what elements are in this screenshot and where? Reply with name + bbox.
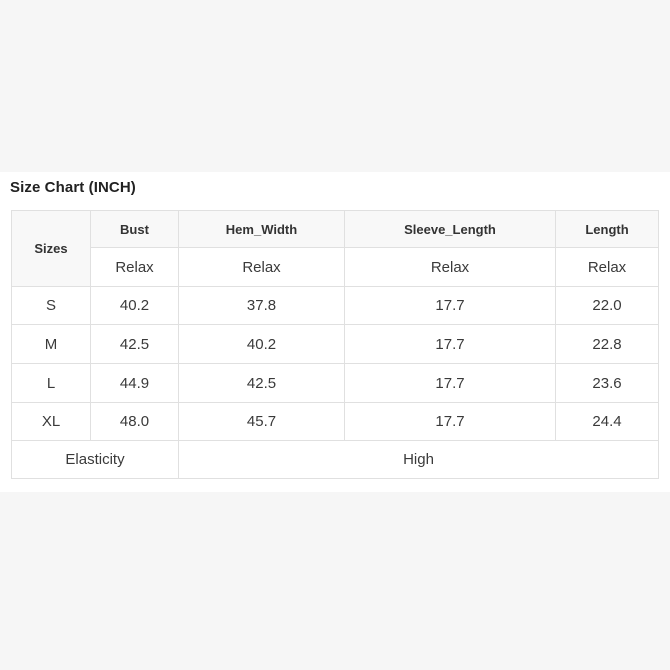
- hem-width-value: 37.8: [178, 286, 345, 325]
- fit-length: Relax: [555, 247, 659, 287]
- col-header-sizes: Sizes: [11, 210, 91, 287]
- size-row-m: M 42.5 40.2 17.7 22.8: [11, 324, 659, 364]
- size-row-l: L 44.9 42.5 17.7 23.6: [11, 363, 659, 403]
- size-chart-title: Size Chart (INCH): [10, 179, 136, 196]
- bust-value: 44.9: [90, 363, 179, 403]
- col-header-length: Length: [555, 210, 659, 248]
- size-label: L: [11, 363, 91, 403]
- bust-value: 40.2: [90, 286, 179, 325]
- hem-width-value: 42.5: [178, 363, 345, 403]
- header-row: Sizes Bust Hem_Width Sleeve_Length Lengt…: [11, 210, 659, 287]
- hem-width-value: 40.2: [178, 324, 345, 364]
- fit-sleeve-length: Relax: [344, 247, 556, 287]
- elasticity-value: High: [178, 440, 659, 479]
- hem-width-value: 45.7: [178, 402, 345, 441]
- sleeve-length-value: 17.7: [344, 402, 556, 441]
- bust-value: 48.0: [90, 402, 179, 441]
- col-header-hem-width: Hem_Width: [178, 210, 345, 248]
- size-row-xl: XL 48.0 45.7 17.7 24.4: [11, 402, 659, 441]
- length-value: 22.0: [555, 286, 659, 325]
- sleeve-length-value: 17.7: [344, 324, 556, 364]
- size-label: S: [11, 286, 91, 325]
- bust-value: 42.5: [90, 324, 179, 364]
- size-chart-table: Sizes Bust Hem_Width Sleeve_Length Lengt…: [11, 210, 659, 479]
- length-value: 24.4: [555, 402, 659, 441]
- elasticity-row: Elasticity High: [11, 440, 659, 479]
- fit-bust: Relax: [90, 247, 179, 287]
- length-value: 22.8: [555, 324, 659, 364]
- col-header-sleeve-length: Sleeve_Length: [344, 210, 556, 248]
- size-label: XL: [11, 402, 91, 441]
- size-chart-section: Size Chart (INCH) Sizes Bust Hem_Width S…: [0, 172, 670, 492]
- length-value: 23.6: [555, 363, 659, 403]
- fit-hem-width: Relax: [178, 247, 345, 287]
- col-header-bust: Bust: [90, 210, 179, 248]
- size-label: M: [11, 324, 91, 364]
- sleeve-length-value: 17.7: [344, 286, 556, 325]
- fit-row: Relax Relax Relax Relax: [12, 247, 659, 287]
- elasticity-label: Elasticity: [11, 440, 179, 479]
- sleeve-length-value: 17.7: [344, 363, 556, 403]
- size-row-s: S 40.2 37.8 17.7 22.0: [11, 286, 659, 325]
